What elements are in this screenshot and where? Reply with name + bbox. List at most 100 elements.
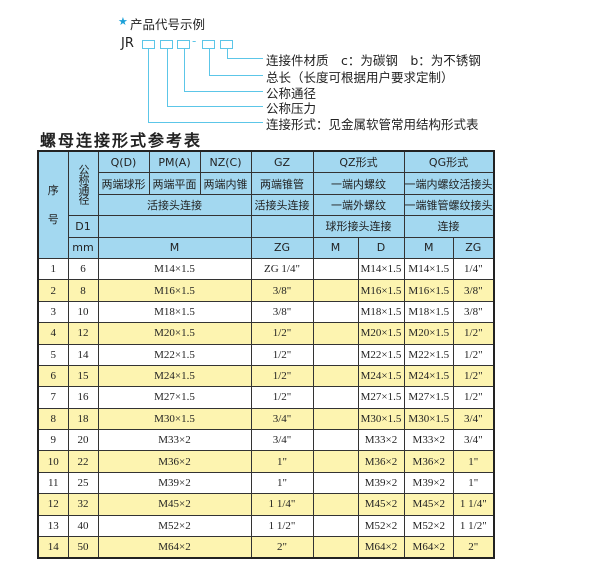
cell-qgm: M20×1.5 bbox=[403, 322, 455, 345]
cell-qgm: M18×1.5 bbox=[403, 300, 455, 324]
cell-qgzg: 1/2" bbox=[453, 386, 494, 409]
cell-qgzg: 1" bbox=[453, 450, 494, 473]
cell-m: M24×1.5 bbox=[97, 364, 252, 388]
table-row: 10 22 M36×2 1" M36×2 M36×2 1" bbox=[37, 450, 494, 473]
cell-qzd: M36×2 bbox=[357, 450, 405, 473]
cell-qgzg: 2" bbox=[453, 536, 494, 559]
label-material: 连接件材质 c：为碳钢 b：为不锈钢 bbox=[266, 53, 481, 68]
cell-dn: 22 bbox=[67, 450, 99, 473]
cell-m: M14×1.5 bbox=[97, 257, 252, 281]
cell-qgm: M45×2 bbox=[403, 493, 455, 516]
header-qg-desc: 一端内螺纹活接头 bbox=[403, 172, 494, 195]
cell-qzd: M20×1.5 bbox=[357, 322, 405, 345]
cell-qzd: M64×2 bbox=[357, 536, 405, 559]
cell-qgzg: 1/4" bbox=[453, 257, 494, 281]
cell-gz: 1/2" bbox=[250, 322, 314, 345]
cell-qgzg: 3/4" bbox=[453, 429, 494, 452]
cell-qgm: M64×2 bbox=[403, 536, 455, 559]
cell-gz: 3/8" bbox=[250, 279, 314, 302]
cell-qzm bbox=[312, 386, 359, 409]
header-nz: NZ(C) bbox=[199, 150, 252, 174]
cell-qgm: M27×1.5 bbox=[403, 386, 455, 409]
cell-no: 12 bbox=[37, 493, 69, 516]
cell-no: 7 bbox=[37, 386, 69, 409]
cell-no: 1 bbox=[37, 257, 69, 281]
cell-m: M64×2 bbox=[97, 536, 252, 559]
header-dn: 公称通径 bbox=[67, 150, 99, 217]
cell-m: M45×2 bbox=[97, 493, 252, 516]
cell-qzd: M22×1.5 bbox=[357, 343, 405, 366]
header-gz-desc: 两端锥管 bbox=[250, 172, 314, 195]
cell-m: M22×1.5 bbox=[97, 343, 252, 366]
table-row: 3 10 M18×1.5 3/8" M18×1.5 M18×1.5 3/8" bbox=[37, 300, 494, 324]
header-q: Q(D) bbox=[97, 150, 150, 174]
cell-gz: 1" bbox=[250, 471, 314, 495]
cell-qgm: M22×1.5 bbox=[403, 343, 455, 366]
cell-qzd: M18×1.5 bbox=[357, 300, 405, 324]
header-q-desc: 两端球形 bbox=[97, 172, 150, 195]
header-seq: 序 号 bbox=[37, 150, 69, 259]
header-qg-zg: ZG bbox=[453, 236, 494, 259]
cell-qzd: M39×2 bbox=[357, 471, 405, 495]
cell-no: 13 bbox=[37, 514, 69, 538]
code-prefix: JR bbox=[121, 36, 134, 51]
cell-m: M16×1.5 bbox=[97, 279, 252, 302]
header-qz: QZ形式 bbox=[312, 150, 405, 174]
cell-no: 9 bbox=[37, 429, 69, 452]
cell-m: M52×2 bbox=[97, 514, 252, 538]
header-zg: ZG bbox=[250, 236, 314, 259]
cell-qzm bbox=[312, 364, 359, 388]
cell-qzm bbox=[312, 493, 359, 516]
code-box bbox=[177, 40, 190, 49]
label-connection: 连接形式：见金属软管常用结构形式表 bbox=[266, 117, 479, 132]
cell-qgzg: 1/2" bbox=[453, 364, 494, 388]
diagram-title: 产品代号示例 bbox=[130, 17, 206, 32]
header-qg: QG形式 bbox=[403, 150, 494, 174]
cell-qgzg: 1/2" bbox=[453, 343, 494, 366]
cell-qgzg: 3/8" bbox=[453, 300, 494, 324]
cell-qzd: M52×2 bbox=[357, 514, 405, 538]
label-pressure: 公称压力 bbox=[266, 101, 317, 116]
cell-dn: 6 bbox=[67, 257, 99, 281]
code-separator: - bbox=[192, 34, 197, 48]
cell-qgm: M24×1.5 bbox=[403, 364, 455, 388]
cell-dn: 16 bbox=[67, 386, 99, 409]
cell-qgzg: 3/8" bbox=[453, 279, 494, 302]
header-d1: D1 bbox=[67, 215, 99, 238]
label-diameter: 公称通径 bbox=[266, 86, 317, 101]
cell-dn: 25 bbox=[67, 471, 99, 495]
table-row: 14 50 M64×2 2" M64×2 M64×2 2" bbox=[37, 536, 494, 559]
cell-no: 11 bbox=[37, 471, 69, 495]
table-row: 9 20 M33×2 3/4" M33×2 M33×2 3/4" bbox=[37, 429, 494, 452]
cell-qgm: M30×1.5 bbox=[403, 407, 455, 431]
table-row: 6 15 M24×1.5 1/2" M24×1.5 M24×1.5 1/2" bbox=[37, 364, 494, 388]
cell-qzm bbox=[312, 429, 359, 452]
cell-qzm bbox=[312, 450, 359, 473]
header-qg-desc2: 一端锥管螺纹接头 bbox=[403, 193, 494, 217]
cell-gz: ZG 1/4" bbox=[250, 257, 314, 281]
cell-qgm: M39×2 bbox=[403, 471, 455, 495]
cell-qzd: M45×2 bbox=[357, 493, 405, 516]
cell-dn: 15 bbox=[67, 364, 99, 388]
cell-no: 4 bbox=[37, 322, 69, 345]
table-row: 13 40 M52×2 1 1/2" M52×2 M52×2 1 1/2" bbox=[37, 514, 494, 538]
nut-connection-table: 序 号 公称通径 Q(D) PM(A) NZ(C) GZ QZ形式 QG形式 两端球形 两端… bbox=[37, 150, 495, 560]
cell-m: M39×2 bbox=[97, 471, 252, 495]
cell-qzd: M14×1.5 bbox=[357, 257, 405, 281]
cell-no: 5 bbox=[37, 343, 69, 366]
cell-gz: 1/2" bbox=[250, 343, 314, 366]
cell-qzm bbox=[312, 514, 359, 538]
cell-gz: 3/8" bbox=[250, 300, 314, 324]
table-row: 2 8 M16×1.5 3/8" M16×1.5 M16×1.5 3/8" bbox=[37, 279, 494, 302]
header-gz-union: 活接头连接 bbox=[250, 193, 314, 217]
cell-qzm bbox=[312, 322, 359, 345]
cell-qzm bbox=[312, 279, 359, 302]
cell-dn: 8 bbox=[67, 279, 99, 302]
cell-dn: 32 bbox=[67, 493, 99, 516]
header-mm: mm bbox=[67, 236, 99, 259]
table-row: 1 6 M14×1.5 ZG 1/4" M14×1.5 M14×1.5 1/4" bbox=[37, 257, 494, 281]
cell-m: M27×1.5 bbox=[97, 386, 252, 409]
cell-qgzg: 3/4" bbox=[453, 407, 494, 431]
code-box bbox=[142, 40, 155, 49]
cell-gz: 3/4" bbox=[250, 429, 314, 452]
